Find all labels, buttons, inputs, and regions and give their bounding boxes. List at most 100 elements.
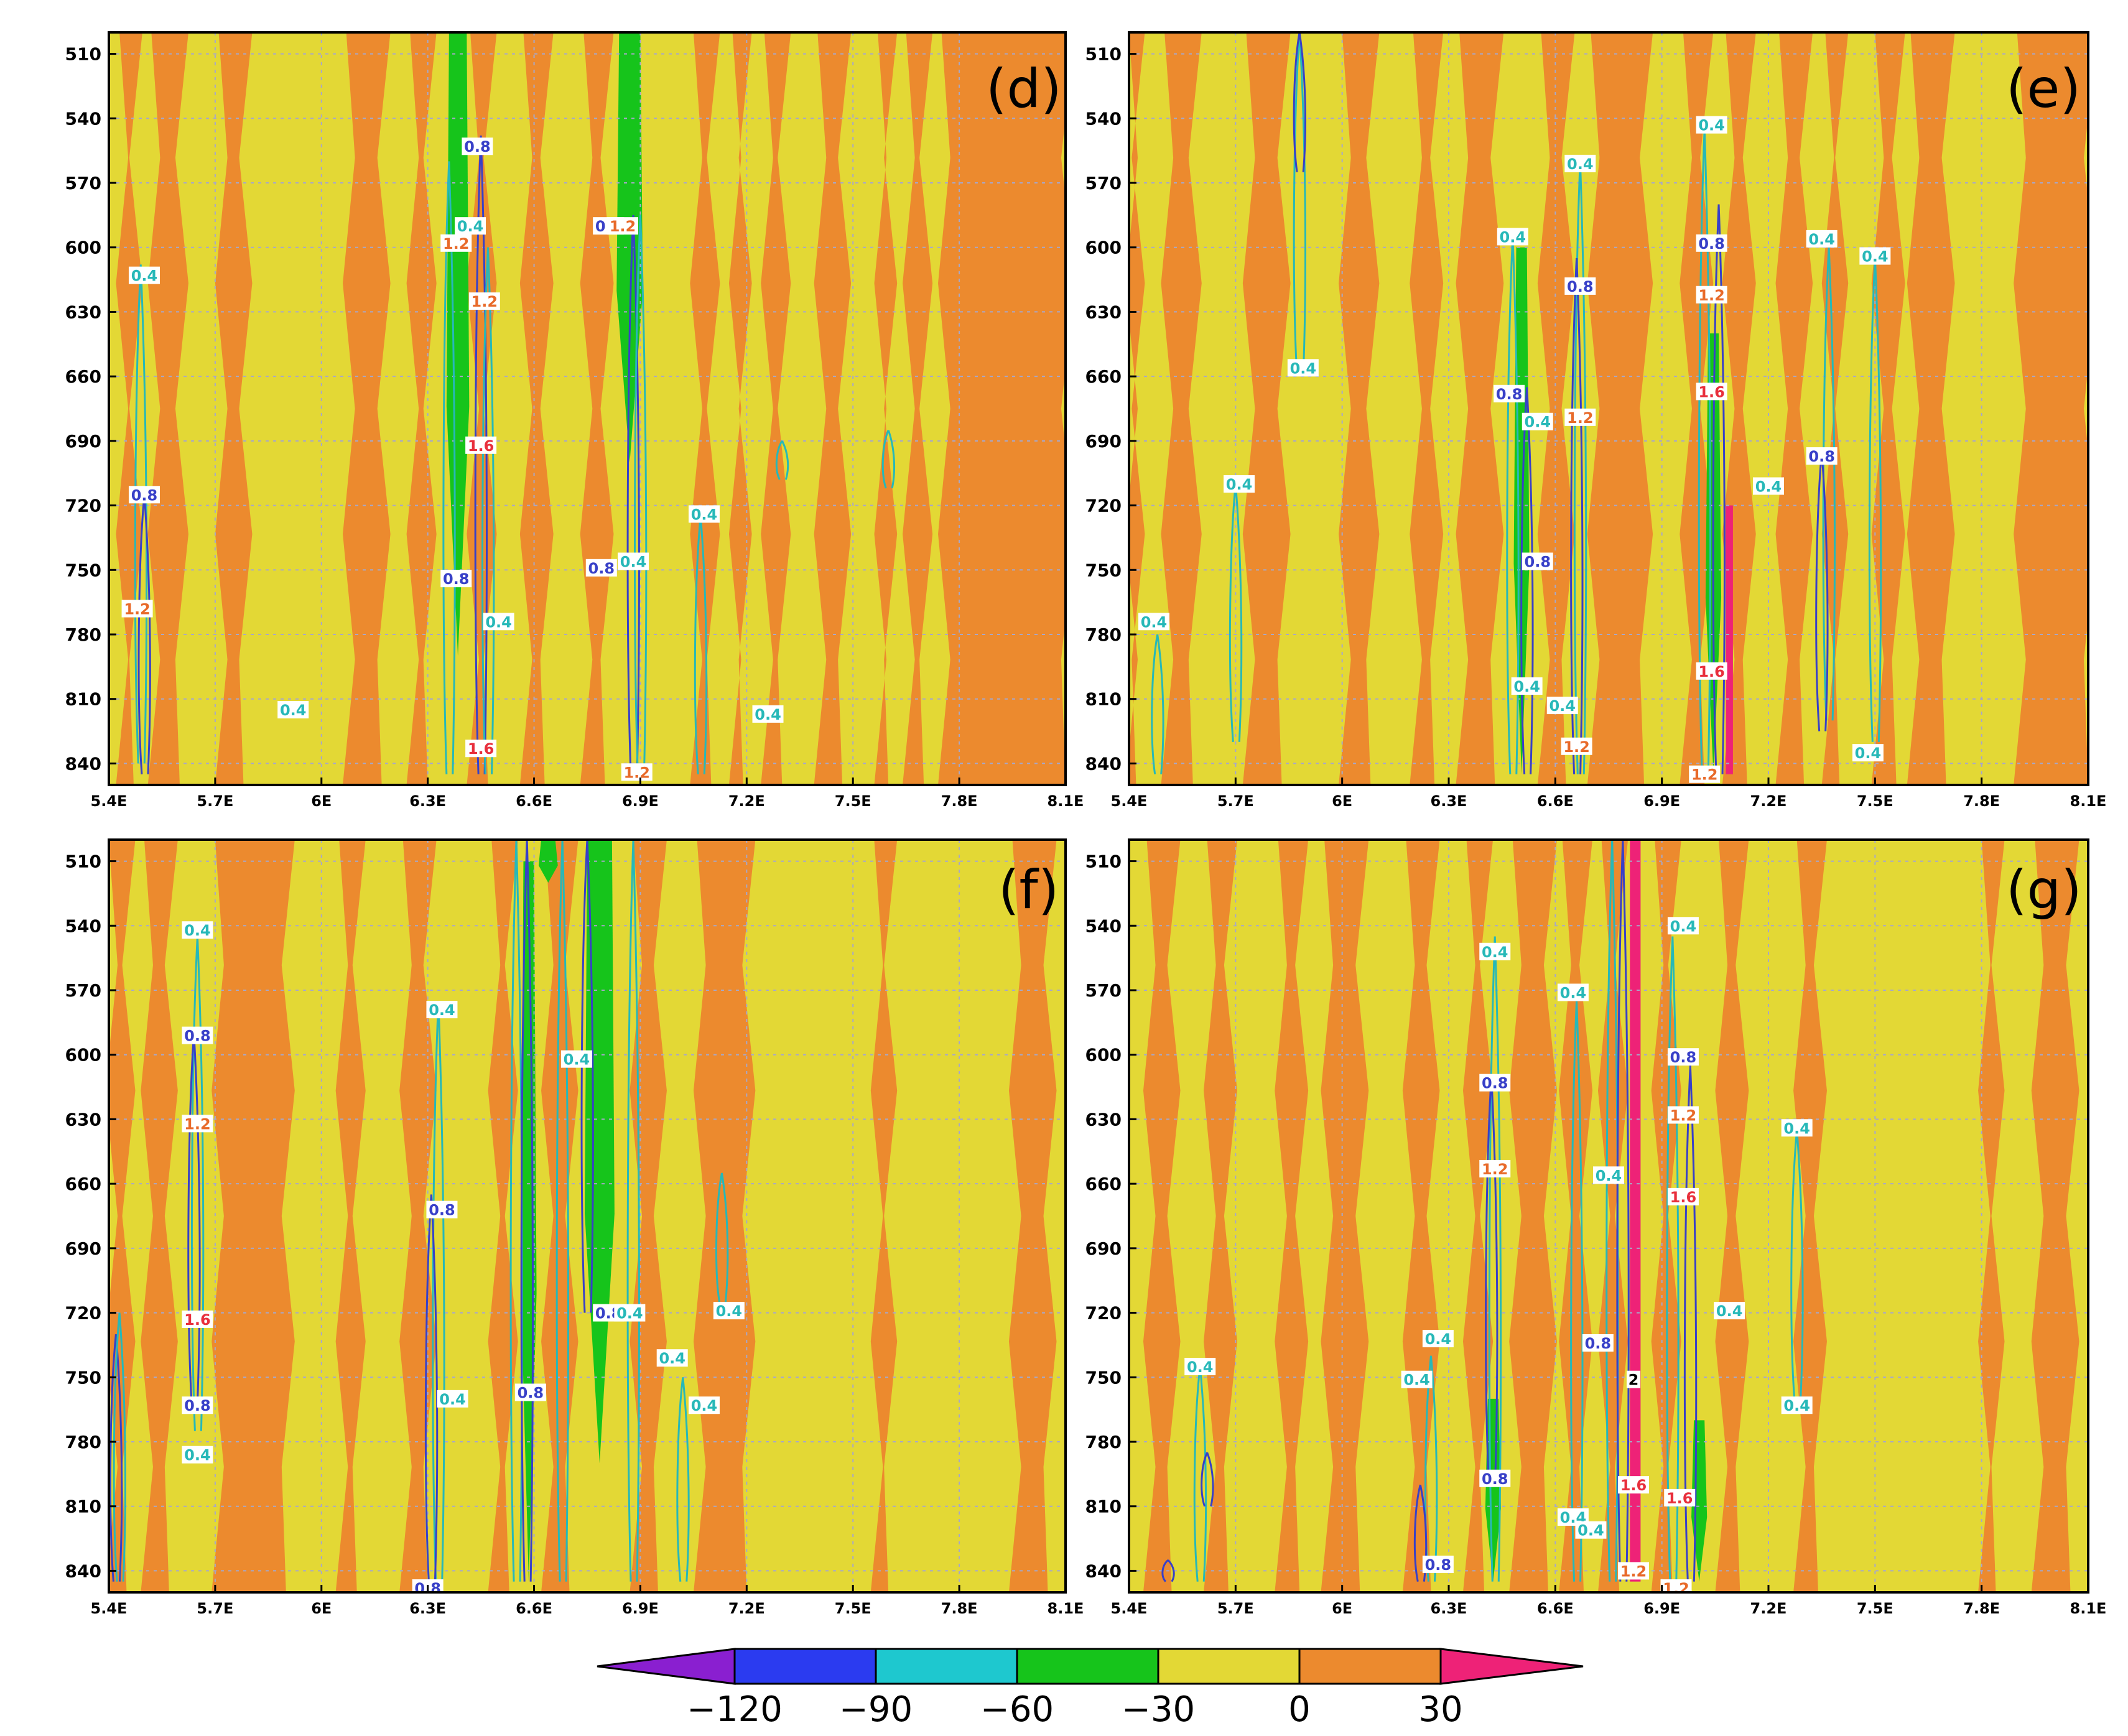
y-tick-label: 690 xyxy=(65,431,101,452)
y-tick-label: 570 xyxy=(65,980,101,1001)
y-tick-label: 840 xyxy=(1085,1561,1122,1581)
y-tick-label: 810 xyxy=(1085,1497,1122,1517)
contour-label: 0.4 xyxy=(439,1391,466,1408)
panel-tag: (d) xyxy=(986,58,1062,120)
y-tick-label: 510 xyxy=(1085,852,1122,872)
contour-label: 0.4 xyxy=(755,706,781,723)
contour-label: 0.8 xyxy=(131,486,158,504)
y-tick-label: 840 xyxy=(65,753,101,774)
x-tick-label: 7.2E xyxy=(728,1600,765,1617)
panel-frame xyxy=(108,31,1067,786)
contour-label: 1.2 xyxy=(1563,738,1590,756)
y-tick-label: 750 xyxy=(65,560,101,580)
warm-band xyxy=(343,32,391,785)
contour-label: 0.4 xyxy=(1716,1302,1743,1320)
warm-band xyxy=(1275,840,1309,1592)
contour-label: 0.4 xyxy=(184,922,211,939)
x-tick-label: 6.6E xyxy=(516,1600,552,1617)
contour-label-box xyxy=(1667,917,1699,935)
contour-label-box xyxy=(455,217,486,235)
warm-band xyxy=(1715,840,1749,1592)
y-tick-label: 540 xyxy=(1085,108,1122,129)
warm-band xyxy=(1587,32,1653,785)
contour-label-box xyxy=(1617,1562,1649,1580)
contour-label: 0.8 xyxy=(1482,1075,1508,1092)
contour-label-box xyxy=(585,559,617,577)
contour-label: 1.2 xyxy=(1698,287,1725,304)
contour-label: 1.6 xyxy=(184,1311,211,1329)
contour-label-box xyxy=(1494,384,1525,402)
contour-line xyxy=(1698,129,1712,774)
warm-band xyxy=(141,840,178,1592)
x-tick-label: 6.6E xyxy=(516,792,552,810)
panel-frame xyxy=(1128,838,2089,1594)
contour-label: 0.8 xyxy=(1808,448,1835,465)
contour-label-box xyxy=(465,740,497,758)
contour-line xyxy=(1293,32,1307,172)
contour-label: 1.6 xyxy=(1698,663,1725,680)
contour-label: 0.4 xyxy=(616,1305,643,1322)
contour-label-box xyxy=(182,1396,213,1414)
contour-line xyxy=(676,1377,690,1582)
contour-label-box xyxy=(128,266,160,284)
contour-label-box xyxy=(128,486,160,504)
x-tick-label: 7.2E xyxy=(1750,792,1787,810)
contour-line xyxy=(1293,32,1307,377)
contour-label-box xyxy=(688,505,720,523)
y-tick-label: 810 xyxy=(1085,689,1122,710)
contour-label-box xyxy=(437,1390,468,1408)
plot-area: 0.4 0.4 0.4 0.8 0.4 0.8 1.2 0.8 0.4 0.4 0.8 0.4 0.4 2… xyxy=(1129,840,2088,1592)
contour-label-box xyxy=(1575,1521,1607,1539)
x-tick-label: 5.4E xyxy=(91,1600,128,1617)
warm-band xyxy=(938,32,1066,785)
contour-line xyxy=(520,840,534,1582)
contour-line xyxy=(1790,1130,1804,1399)
colorbar-tick-label: 30 xyxy=(1418,1689,1462,1730)
colorbar-tick-label: −90 xyxy=(839,1689,913,1730)
contour-label: 1.2 xyxy=(472,293,498,310)
warm-band xyxy=(1402,840,1440,1592)
x-tick-label: 6E xyxy=(311,792,332,810)
contour-label-box xyxy=(1852,744,1884,762)
y-tick-label: 660 xyxy=(1085,1174,1122,1194)
downdraft-band xyxy=(446,32,470,656)
contour-label: 0.8 xyxy=(1567,278,1594,295)
warm-band xyxy=(1509,840,1557,1592)
y-tick-label: 510 xyxy=(65,44,101,65)
contour-label: 0.4 xyxy=(184,1447,211,1464)
x-tick-label: 6.9E xyxy=(1643,792,1680,810)
contour-label-box xyxy=(1859,247,1891,265)
contour-label: 0.4 xyxy=(691,506,718,523)
contour-label-box xyxy=(1522,552,1553,570)
contour-label-box xyxy=(1593,1166,1624,1184)
warm-band xyxy=(1775,32,1813,785)
contour-label-box xyxy=(1422,1330,1454,1348)
contour-label-box xyxy=(1617,1476,1649,1494)
contour-label: 0.8 xyxy=(443,570,470,588)
warm-band xyxy=(1978,840,2005,1592)
panel-tag: (g) xyxy=(2006,859,2082,921)
contour-label-box xyxy=(182,1446,213,1464)
contour-label: 0.4 xyxy=(131,267,158,285)
y-tick-label: 780 xyxy=(65,624,101,645)
y-tick-label: 630 xyxy=(1085,1109,1122,1130)
contour-line xyxy=(626,215,640,774)
colorbar: −120 −90 −60 −30 0 30 xyxy=(597,1648,1584,1730)
y-tick-label: 600 xyxy=(65,238,101,258)
y-tick-label: 570 xyxy=(1085,173,1122,193)
x-tick-label: 5.7E xyxy=(197,792,233,810)
y-tick-label: 840 xyxy=(1085,753,1122,774)
y-tick-label: 540 xyxy=(65,916,101,936)
contour-label: 1.2 xyxy=(124,601,151,618)
contour-label: 0.4 xyxy=(564,1051,590,1069)
y-tick-label: 630 xyxy=(65,302,101,322)
contour-line xyxy=(109,1334,123,1582)
updraft-band xyxy=(1726,505,1733,774)
contour-label: 0.4 xyxy=(1187,1358,1214,1376)
contour-label-box xyxy=(1806,230,1838,248)
y-tick-label: 780 xyxy=(1085,1432,1122,1452)
contour-label-box xyxy=(1401,1370,1433,1388)
contour-label-box xyxy=(514,1383,546,1401)
warm-band xyxy=(1651,840,1681,1592)
contour-label-box xyxy=(277,701,309,718)
